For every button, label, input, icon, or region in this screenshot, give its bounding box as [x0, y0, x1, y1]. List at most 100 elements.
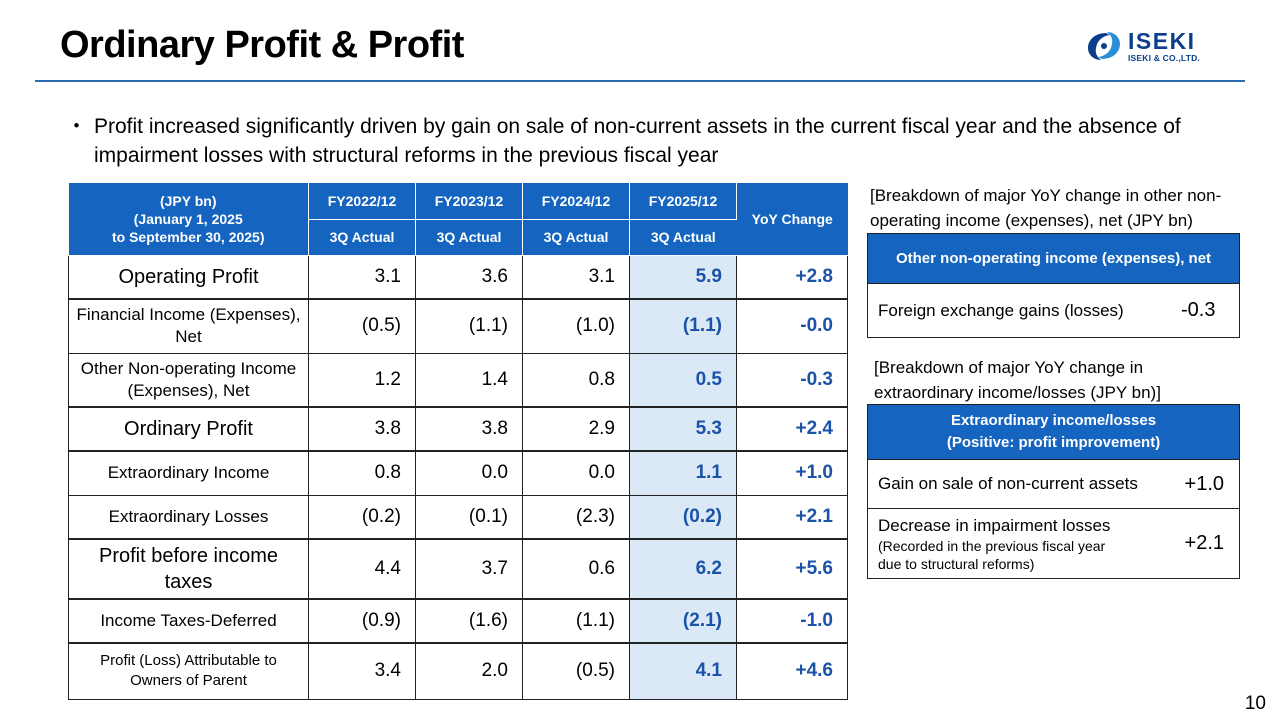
row-label: Financial Income (Expenses), Net: [68, 298, 309, 354]
corner-period-end: to September 30, 2025): [111, 228, 265, 245]
summary-text: Profit increased significantly driven by…: [94, 115, 1181, 167]
row-label: Income Taxes-Deferred: [68, 598, 309, 644]
year-header: FY2023/12: [415, 183, 523, 220]
gain-on-sale-value: +1.0: [1169, 459, 1241, 509]
cell-fy2023: (1.1): [415, 298, 523, 354]
year-header: FY2025/12: [629, 183, 737, 220]
period-header: 3Q Actual: [629, 219, 737, 256]
cell-fy2022: 4.4: [308, 538, 416, 600]
row-label: Extraordinary Losses: [68, 494, 309, 540]
period-header: 3Q Actual: [415, 219, 523, 256]
non-operating-header: Other non-operating income (expenses), n…: [866, 233, 1241, 284]
cell-fy2022: 1.2: [308, 352, 416, 408]
cell-fy2025: (1.1): [629, 298, 737, 354]
cell-yoy: -0.0: [736, 298, 848, 354]
iseki-logo-icon: [1088, 32, 1120, 60]
cell-fy2025: (0.2): [629, 494, 737, 540]
cell-fy2024: (2.3): [522, 494, 630, 540]
cell-fy2024: 2.9: [522, 406, 630, 452]
cell-yoy: +2.1: [736, 494, 848, 540]
table-row: Financial Income (Expenses), Net (0.5) (…: [68, 298, 848, 354]
page-number: 10: [1244, 693, 1266, 714]
cell-fy2024: 0.0: [522, 450, 630, 496]
cell-yoy: +2.8: [736, 254, 848, 300]
cell-fy2024: (1.1): [522, 598, 630, 644]
cell-fy2025: 1.1: [629, 450, 737, 496]
cell-fy2024: 0.6: [522, 538, 630, 600]
bullet-dot: ・: [66, 115, 87, 138]
logo-subtitle: ISEKI & CO.,LTD.: [1128, 53, 1200, 63]
cell-fy2024: 0.8: [522, 352, 630, 408]
fx-gains-value: -0.3: [1157, 283, 1241, 338]
cell-fy2025: 5.9: [629, 254, 737, 300]
period-header: 3Q Actual: [308, 219, 416, 256]
cell-yoy: +4.6: [736, 642, 848, 700]
cell-fy2022: (0.9): [308, 598, 416, 644]
table-row: Operating Profit 3.1 3.6 3.1 5.9 +2.8: [68, 254, 848, 300]
cell-fy2022: 3.1: [308, 254, 416, 300]
cell-fy2022: 3.8: [308, 406, 416, 452]
row-label: Profit (Loss) Attributable to Owners of …: [68, 642, 309, 700]
page-title: Ordinary Profit & Profit: [60, 24, 464, 66]
extraordinary-caption: [Breakdown of major YoY change in extrao…: [874, 358, 1161, 402]
cell-yoy: +2.4: [736, 406, 848, 452]
row-label: Ordinary Profit: [68, 406, 309, 452]
yoy-header: YoY Change: [736, 183, 848, 256]
cell-fy2023: 3.8: [415, 406, 523, 452]
table-row: Income Taxes-Deferred (0.9) (1.6) (1.1) …: [68, 598, 848, 644]
cell-fy2025: (2.1): [629, 598, 737, 644]
cell-fy2023: (0.1): [415, 494, 523, 540]
corner-period-start: (January 1, 2025: [133, 210, 243, 227]
cell-fy2025: 4.1: [629, 642, 737, 700]
cell-fy2025: 0.5: [629, 352, 737, 408]
period-header: 3Q Actual: [522, 219, 630, 256]
year-header: FY2024/12: [522, 183, 630, 220]
row-label: Other Non-operating Income (Expenses), N…: [68, 352, 309, 408]
extraordinary-header-title: Extraordinary income/losses: [950, 412, 1157, 429]
corner-header: (JPY bn) (January 1, 2025 to September 3…: [68, 183, 309, 256]
impairment-note-line1: (Recorded in the previous fiscal year: [878, 537, 1106, 554]
non-operating-table: Other non-operating income (expenses), n…: [866, 233, 1241, 338]
year-header: FY2022/12: [308, 183, 416, 220]
cell-fy2024: (1.0): [522, 298, 630, 354]
impairment-cell: Decrease in impairment losses (Recorded …: [867, 508, 1170, 579]
gain-on-sale-label: Gain on sale of non-current assets: [867, 459, 1170, 509]
table-row: Extraordinary Income 0.8 0.0 0.0 1.1 +1.…: [68, 450, 848, 496]
title-divider: [35, 80, 1245, 82]
corner-unit: (JPY bn): [159, 192, 217, 209]
impairment-note-line2: due to structural reforms): [878, 555, 1035, 572]
row-label: Profit before income taxes: [68, 538, 309, 600]
cell-fy2022: 3.4: [308, 642, 416, 700]
cell-yoy: -0.3: [736, 352, 848, 408]
non-operating-caption: [Breakdown of major YoY change in other …: [870, 186, 1222, 230]
table-row: Profit before income taxes 4.4 3.7 0.6 6…: [68, 538, 848, 600]
table-row: Extraordinary Losses (0.2) (0.1) (2.3) (…: [68, 494, 848, 540]
cell-fy2025: 6.2: [629, 538, 737, 600]
cell-fy2023: 3.6: [415, 254, 523, 300]
cell-fy2022: 0.8: [308, 450, 416, 496]
cell-fy2023: (1.6): [415, 598, 523, 644]
cell-fy2024: (0.5): [522, 642, 630, 700]
logo-name: ISEKI: [1128, 28, 1196, 54]
table-row: Other Non-operating Income (Expenses), N…: [68, 352, 848, 408]
company-logo: ISEKI ISEKI & CO.,LTD.: [1086, 28, 1226, 68]
cell-yoy: +1.0: [736, 450, 848, 496]
profit-table: (JPY bn) (January 1, 2025 to September 3…: [68, 183, 848, 700]
cell-fy2022: (0.2): [308, 494, 416, 540]
cell-yoy: -1.0: [736, 598, 848, 644]
extraordinary-header: Extraordinary income/losses (Positive: p…: [866, 404, 1241, 460]
cell-fy2024: 3.1: [522, 254, 630, 300]
table-row: Profit (Loss) Attributable to Owners of …: [68, 642, 848, 700]
extraordinary-header-note: (Positive: profit improvement): [946, 434, 1161, 451]
cell-fy2023: 1.4: [415, 352, 523, 408]
cell-fy2023: 2.0: [415, 642, 523, 700]
impairment-value: +2.1: [1169, 508, 1241, 579]
cell-fy2025: 5.3: [629, 406, 737, 452]
cell-fy2023: 3.7: [415, 538, 523, 600]
fx-gains-label: Foreign exchange gains (losses): [867, 283, 1158, 338]
cell-yoy: +5.6: [736, 538, 848, 600]
extraordinary-table: Extraordinary income/losses (Positive: p…: [866, 404, 1241, 579]
row-label: Operating Profit: [68, 254, 309, 300]
cell-fy2022: (0.5): [308, 298, 416, 354]
table-row: Ordinary Profit 3.8 3.8 2.9 5.3 +2.4: [68, 406, 848, 452]
